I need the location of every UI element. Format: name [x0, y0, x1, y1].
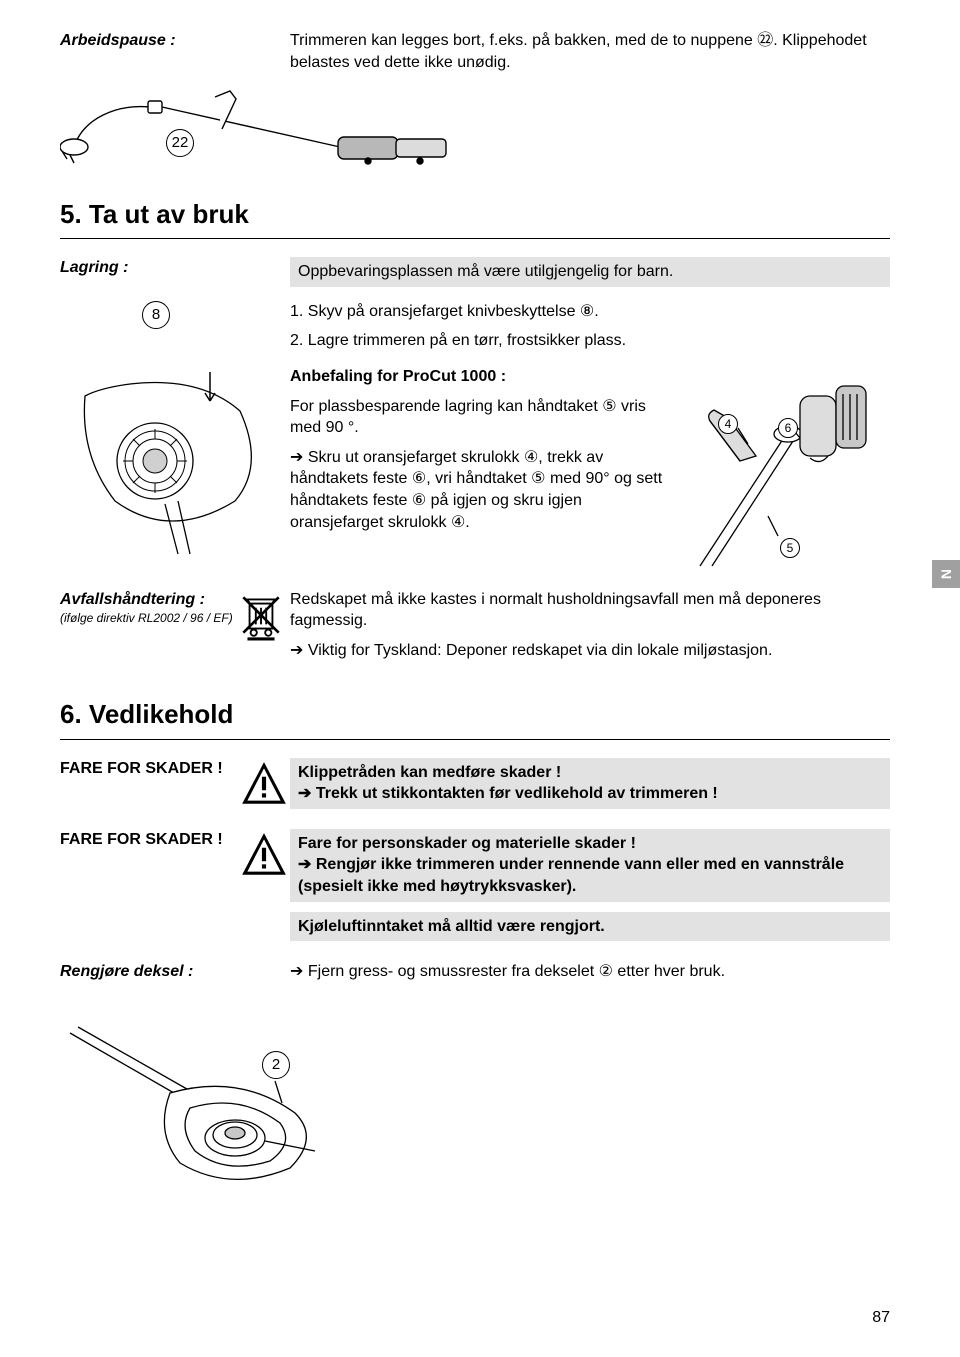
- arbeidspause-row: Arbeidspause : Trimmeren kan legges bort…: [60, 30, 890, 73]
- fare1-greybox: Klippetråden kan medføre skader ! Trekk …: [290, 758, 890, 809]
- trimmer-svg: [60, 79, 480, 169]
- fare1-label: FARE FOR SKADER !: [60, 758, 238, 780]
- avfall-label: Avfallshåndtering :: [60, 589, 235, 611]
- warning-icon-2: [238, 829, 290, 881]
- fare1-row: FARE FOR SKADER ! Klippetråden kan medfø…: [60, 758, 890, 817]
- fare1-arrow: Trekk ut stikkontakten før vedlikehold a…: [298, 783, 882, 805]
- weee-icon: [235, 589, 287, 641]
- head-illustration-left: [60, 366, 290, 583]
- rengj-arrow-text: Fjern gress- og smussrester fra dekselet…: [308, 963, 725, 980]
- fare1-arrow-text: Trekk ut stikkontakten før vedlikehold a…: [316, 785, 718, 802]
- callout-4: 4: [718, 414, 738, 434]
- callout-22: 22: [166, 129, 194, 157]
- anbefaling-arrow: Skru ut oransjefarget skrulokk ④, trekk …: [290, 447, 670, 533]
- page-number: 87: [872, 1307, 890, 1329]
- arbeidspause-text: Trimmeren kan legges bort, f.eks. på bak…: [290, 30, 890, 73]
- callout-8: 8: [142, 301, 170, 329]
- avfall-text: Redskapet må ikke kastes i normalt husho…: [290, 589, 890, 632]
- callout-6: 6: [778, 418, 798, 438]
- section6-hr: [60, 739, 890, 740]
- callout-5: 5: [780, 538, 800, 558]
- section6-title: 6. Vedlikehold: [60, 697, 890, 732]
- step2: 2. Lagre trimmeren på en tørr, frostsikk…: [290, 330, 890, 352]
- arbeidspause-label: Arbeidspause :: [60, 30, 290, 73]
- rengj-row: Rengjøre deksel : Fjern gress- og smussr…: [60, 961, 890, 983]
- bottom-illustration: 2: [60, 1023, 890, 1193]
- step1: 1. Skyv på oransjefarget knivbeskyttelse…: [290, 301, 890, 323]
- anbefaling-title: Anbefaling for ProCut 1000 :: [290, 366, 670, 388]
- handle-illustration-right: 4 6 5: [680, 366, 890, 583]
- trimmer-illustration: 22: [60, 79, 890, 169]
- fare2-grey-title: Fare for personskader og materielle skad…: [298, 833, 882, 855]
- section5-hr: [60, 238, 890, 239]
- avfall-row: Avfallshåndtering : (ifølge direktiv RL2…: [60, 589, 890, 670]
- fare1-grey-title: Klippetråden kan medføre skader !: [298, 762, 882, 784]
- fare2-label: FARE FOR SKADER !: [60, 829, 238, 851]
- fare2-arrow-text: Rengjør ikke trimmeren under rennende va…: [298, 856, 844, 895]
- fare2-greybox: Fare for personskader og materielle skad…: [290, 829, 890, 902]
- avfall-sub: (ifølge direktiv RL2002 / 96 / EF): [60, 610, 235, 626]
- lagring-label: Lagring :: [60, 257, 290, 295]
- section5-title: 5. Ta ut av bruk: [60, 197, 890, 232]
- cooling-grey: Kjøleluftinntaket må alltid være rengjor…: [290, 912, 890, 942]
- fare2-arrow: Rengjør ikke trimmeren under rennende va…: [298, 854, 882, 897]
- rengj-label: Rengjøre deksel :: [60, 961, 290, 983]
- anbefaling-text: For plassbesparende lagring kan håndtake…: [290, 396, 670, 439]
- anbefaling-block: Anbefaling for ProCut 1000 : For plassbe…: [60, 366, 890, 583]
- fare2-row: FARE FOR SKADER ! Fare for personskader …: [60, 829, 890, 949]
- step-row: 8 1. Skyv på oransjefarget knivbeskyttel…: [60, 301, 890, 360]
- avfall-arrow: Viktig for Tyskland: Deponer redskapet v…: [290, 640, 890, 662]
- lagring-row: Lagring : Oppbevaringsplassen må være ut…: [60, 257, 890, 295]
- side-tab: N: [932, 560, 960, 588]
- rengj-arrow: Fjern gress- og smussrester fra dekselet…: [290, 961, 890, 983]
- lagring-grey: Oppbevaringsplassen må være utilgjengeli…: [290, 257, 890, 287]
- avfall-arrow-text: Viktig for Tyskland: Deponer redskapet v…: [308, 642, 773, 659]
- warning-icon: [238, 758, 290, 810]
- callout-2: 2: [262, 1051, 290, 1079]
- anbefaling-arrow-text: Skru ut oransjefarget skrulokk ④, trekk …: [290, 449, 662, 531]
